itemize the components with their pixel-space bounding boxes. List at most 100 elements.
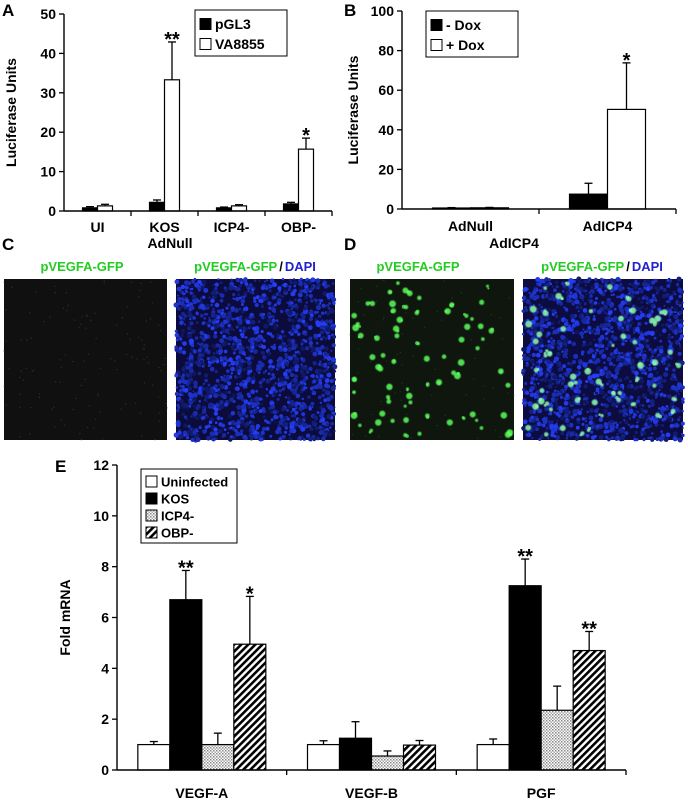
significance-label: ** — [178, 557, 194, 579]
legend-box — [425, 10, 519, 58]
y-tick-label: 40 — [40, 45, 56, 61]
legend-swatch-kos — [145, 492, 158, 505]
panel-letter-d: D — [344, 235, 356, 254]
bar-dox-adicp4 — [606, 108, 647, 210]
bar-obp-vegf-b — [402, 744, 437, 771]
legend-swatch-pgl3 — [199, 18, 212, 30]
y-tick-label: 0 — [101, 762, 109, 778]
c-merge-label: pVEGFA-GFP / DAPI — [194, 259, 316, 274]
bar-uninfected-vegf-b — [306, 743, 341, 771]
bar-dox-adicp4 — [568, 193, 609, 210]
bar-obp-vegf-a — [233, 643, 267, 771]
y-tick-label: 12 — [93, 457, 109, 473]
significance-label: ** — [164, 29, 180, 51]
bar-uninfected-pgf — [476, 743, 510, 771]
legend-swatch-obp — [145, 526, 158, 539]
bar-icp4-vegf-b — [370, 755, 405, 771]
chart-b: 0 20 40 60 80 100 * AdNull AdICP4 Luciferase Unit… — [345, 3, 677, 234]
micrograph-d-title: AdICP4 — [489, 235, 539, 251]
legend-label-dox: + Dox — [446, 37, 485, 53]
x-tick-label: KOS — [149, 219, 179, 235]
y-tick-label: 20 — [378, 161, 394, 177]
legend-label-pgl3: pGL3 — [215, 16, 251, 32]
x-tick-label: OBP- — [281, 219, 316, 235]
bar-icp4-vegf-a — [201, 743, 235, 771]
y-tick-label: 2 — [101, 711, 109, 727]
micrograph-background — [4, 279, 167, 440]
d-gfp-label: pVEGFA-GFP — [376, 259, 459, 274]
panel-letter-b: B — [344, 1, 356, 20]
bar-va8855-icp4 — [230, 205, 248, 212]
dapi-nuclei — [521, 276, 685, 443]
y-tick-label: 10 — [93, 508, 109, 524]
micrograph-adicp4-merge — [521, 276, 685, 443]
d-merge-label: pVEGFA-GFP / DAPI — [541, 259, 663, 274]
d-merge-gfp: pVEGFA-GFP — [541, 259, 624, 274]
c-merge-dapi: DAPI — [285, 259, 316, 274]
y-tick-label: 60 — [378, 82, 394, 98]
d-merge-dapi: DAPI — [632, 259, 663, 274]
bar-kos-vegf-a — [169, 599, 203, 771]
bar-obp-pgf — [572, 649, 606, 771]
significance-label: * — [623, 50, 631, 72]
micrograph-adnull-merge — [173, 277, 338, 443]
legend-label-va8855: VA8855 — [215, 36, 265, 52]
y-tick-label: 10 — [40, 164, 56, 180]
bar-kos-vegf-b — [338, 737, 373, 771]
bar-kos-pgf — [508, 585, 542, 771]
bar-va8855-obp — [297, 148, 315, 212]
legend-label-obp: OBP- — [161, 526, 194, 541]
x-tick-label: VEGF-A — [175, 785, 228, 800]
y-tick-label: 20 — [40, 124, 56, 140]
significance-label: ** — [581, 618, 597, 640]
y-axis-label: Fold mRNA — [57, 579, 73, 655]
y-tick-label: 0 — [386, 201, 394, 217]
bar-va8855-ui — [96, 205, 114, 212]
bar-icp4-pgf — [540, 709, 574, 771]
legend-swatch-dox — [430, 19, 443, 31]
micrograph-panels: AdNull AdICP4 pVEGFA-GFP pVEGFA-GFP / DAPI… — [3, 235, 685, 443]
x-tick-label: ICP4- — [214, 219, 250, 235]
dapi-nuclei — [173, 277, 338, 443]
significance-label: ** — [517, 546, 533, 568]
y-axis-label: Luciferase Units — [3, 58, 19, 167]
y-tick-label: 40 — [378, 122, 394, 138]
gfp-background-specks — [349, 279, 515, 440]
panel-letter-a: A — [2, 1, 14, 20]
significance-label: * — [302, 125, 310, 147]
y-axis-label: Luciferase Units — [345, 55, 361, 164]
d-merge-slash: / — [626, 259, 630, 274]
bar-pgl3-kos — [148, 201, 166, 212]
y-tick-label: 4 — [101, 660, 109, 676]
panel-letter-c: C — [2, 235, 14, 254]
y-tick-label: 8 — [101, 559, 109, 575]
y-tick-label: 30 — [40, 85, 56, 101]
y-tick-label: 50 — [40, 6, 56, 22]
y-tick-label: 0 — [48, 203, 56, 219]
panel-letter-e: E — [55, 457, 66, 476]
gfp-background-specks — [3, 279, 168, 441]
micrograph-adnull-gfp — [3, 279, 168, 441]
legend-swatch-va8855 — [199, 38, 212, 50]
legend-swatch-uninfected — [145, 475, 158, 488]
legend-label-dox: - Dox — [446, 17, 481, 33]
x-tick-label: PGF — [527, 785, 556, 800]
x-tick-label: VEGF-B — [345, 785, 398, 800]
c-merge-slash: / — [279, 259, 283, 274]
micrograph-adicp4-gfp — [349, 279, 515, 440]
y-tick-label: 100 — [371, 3, 395, 19]
legend-label-uninfected: Uninfected — [161, 475, 228, 490]
gfp-cells — [350, 281, 514, 438]
bar-va8855-kos — [163, 79, 181, 212]
micrograph-background — [350, 279, 514, 440]
micrograph-c-title: AdNull — [147, 235, 192, 251]
c-gfp-label: pVEGFA-GFP — [40, 259, 123, 274]
x-tick-label: UI — [91, 219, 105, 235]
bar-pgl3-obp — [282, 203, 300, 212]
y-tick-label: 6 — [101, 610, 109, 626]
x-tick-label: AdICP4 — [583, 218, 633, 234]
significance-label: * — [246, 583, 254, 605]
